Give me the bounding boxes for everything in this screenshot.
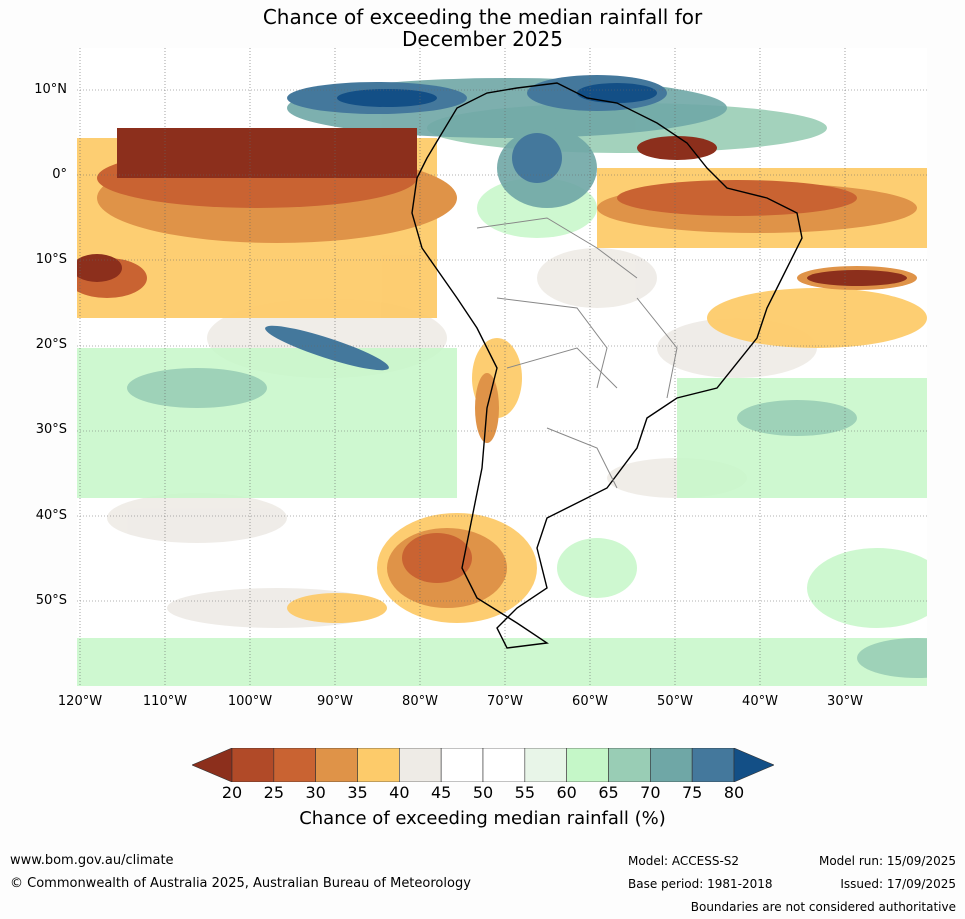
chart-title-line1: Chance of exceeding the median rainfall … xyxy=(262,5,703,29)
colorbar-segment xyxy=(691,748,735,782)
footer-boundaries-note: Boundaries are not considered authoritat… xyxy=(690,900,956,914)
colorbar-tick-label: 35 xyxy=(347,783,368,802)
colorbar-label: Chance of exceeding median rainfall (%) xyxy=(299,808,666,829)
footer-base-period: Base period: 1981-2018 xyxy=(628,877,773,891)
colorbar-tick-label: 65 xyxy=(598,783,619,802)
colorbar-tick-label: 30 xyxy=(305,783,326,802)
footer-model: Model: ACCESS-S2 xyxy=(628,854,740,868)
colorbar-segment xyxy=(315,748,358,782)
colorbar-segment xyxy=(608,748,651,782)
colorbar-segment xyxy=(231,748,275,782)
lon-label-30w: 30°W xyxy=(827,694,863,709)
footer-model-run: Model run: 15/09/2025 xyxy=(818,854,956,868)
colorbar-tick-label: 45 xyxy=(430,783,452,802)
colorbar xyxy=(192,748,774,782)
footer-issued: Issued: 17/09/2025 xyxy=(840,877,956,891)
lon-label-90w: 90°W xyxy=(317,694,353,709)
colorbar-segment xyxy=(273,748,316,782)
colorbar-segment xyxy=(650,748,693,782)
colorbar-segment xyxy=(399,748,442,782)
colorbar-tick-label: 75 xyxy=(681,783,703,802)
chart-title-line2: December 2025 xyxy=(402,27,563,51)
lon-label-60w: 60°W xyxy=(572,694,608,709)
lon-label-120w: 120°W xyxy=(57,694,103,709)
lon-label-50w: 50°W xyxy=(657,694,693,709)
lat-label-20s: 20°S xyxy=(35,337,67,352)
colorbar-segment xyxy=(524,748,567,782)
footer-copyright: © Commonwealth of Australia 2025, Austra… xyxy=(10,876,471,891)
lat-label-10n: 10°N xyxy=(34,82,67,97)
footer-url[interactable]: www.bom.gov.au/climate xyxy=(10,853,174,868)
colorbar-tick-label: 20 xyxy=(221,783,243,802)
rainfall-probability-map xyxy=(77,48,927,686)
map-canvas xyxy=(77,48,927,686)
lat-label-50s: 50°S xyxy=(35,593,67,608)
lon-label-110w: 110°W xyxy=(142,694,188,709)
colorbar-tick-label: 80 xyxy=(723,783,745,802)
colorbar-segment xyxy=(482,748,526,782)
colorbar-segment xyxy=(440,748,484,782)
colorbar-tick-label: 25 xyxy=(263,783,284,802)
colorbar-tick-label: 50 xyxy=(472,783,494,802)
colorbar-tick-label: 60 xyxy=(556,783,577,802)
colorbar-extend-high xyxy=(733,748,774,782)
colorbar-segment xyxy=(566,748,609,782)
colorbar-tick-label: 55 xyxy=(514,783,535,802)
lon-label-100w: 100°W xyxy=(227,694,273,709)
lat-label-30s: 30°S xyxy=(35,422,67,437)
lat-label-40s: 40°S xyxy=(35,508,67,523)
colorbar-tick-label: 70 xyxy=(640,783,661,802)
lat-label-0: 0° xyxy=(52,167,67,182)
lon-label-40w: 40°W xyxy=(742,694,778,709)
coastline xyxy=(411,82,803,649)
colorbar-tick-label: 40 xyxy=(389,783,410,802)
colorbar-extend-low xyxy=(192,748,233,782)
colorbar-segment xyxy=(357,748,400,782)
lon-label-80w: 80°W xyxy=(402,694,438,709)
lat-label-10s: 10°S xyxy=(35,252,67,267)
lon-label-70w: 70°W xyxy=(487,694,523,709)
